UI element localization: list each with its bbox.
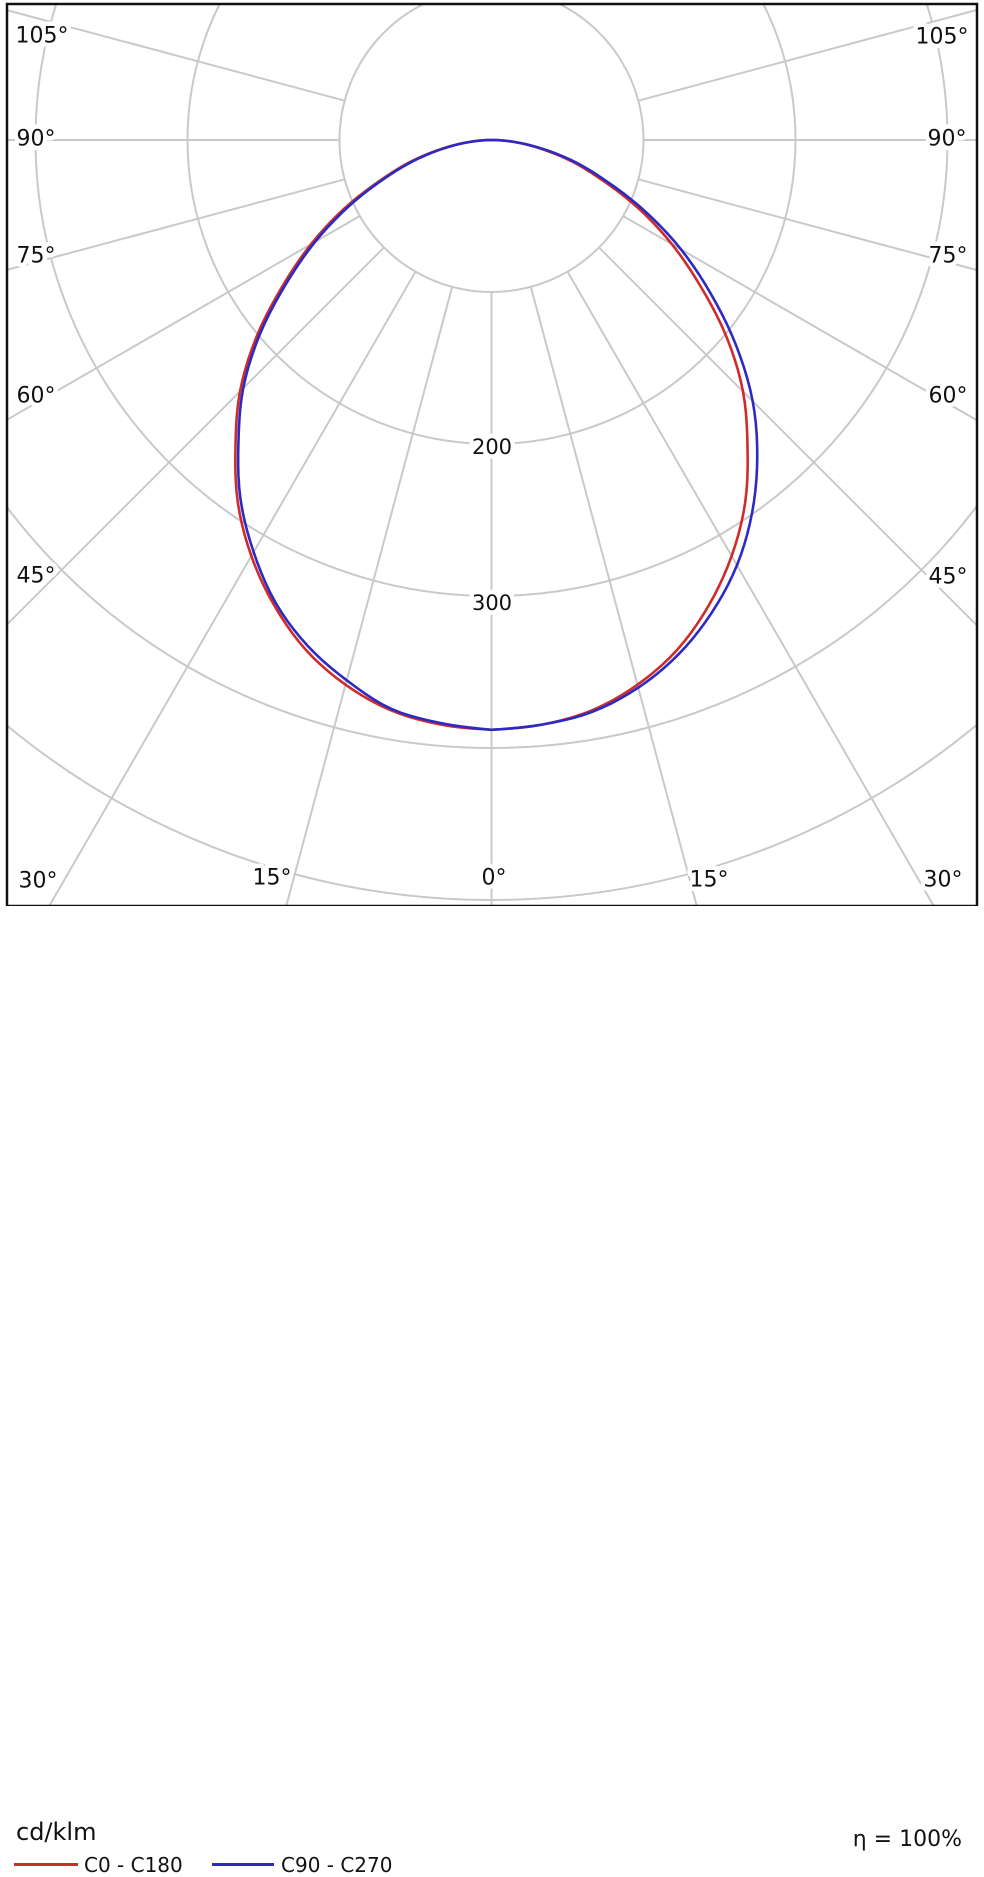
grid-radial-line bbox=[623, 216, 984, 840]
grid-radial-line bbox=[0, 0, 345, 101]
angle-tick-label: 105° bbox=[16, 24, 69, 49]
efficiency-label: η = 100% bbox=[853, 1827, 962, 1852]
polar-grid bbox=[0, 0, 984, 984]
angle-tick-label: 75° bbox=[17, 244, 56, 269]
legend-swatch-c90 bbox=[212, 1863, 274, 1866]
angle-tick-label: 15° bbox=[253, 866, 292, 891]
grid-radial-line bbox=[0, 179, 345, 502]
legend-area: cd/klm C0 - C180 C90 - C270 η = 100% bbox=[0, 906, 984, 984]
angle-tick-label: 90° bbox=[17, 127, 56, 152]
unit-label: cd/klm bbox=[16, 1818, 96, 1846]
angle-tick-label: 45° bbox=[17, 564, 56, 589]
angle-tick-label: 30° bbox=[924, 868, 963, 893]
angle-tick-label: 0° bbox=[482, 866, 507, 891]
angle-tick-label: 75° bbox=[929, 244, 968, 269]
grid-radial-line bbox=[0, 216, 360, 840]
legend-swatch-c0 bbox=[14, 1863, 78, 1866]
grid-radial-line bbox=[638, 0, 984, 101]
angle-tick-label: 60° bbox=[17, 384, 56, 409]
grid-radial-line bbox=[568, 272, 984, 984]
ring-value-label: 200 bbox=[472, 435, 512, 459]
angle-tick-label: 90° bbox=[928, 127, 967, 152]
ring-value-label: 300 bbox=[472, 591, 512, 615]
grid-ring bbox=[340, 0, 644, 292]
angle-tick-label: 30° bbox=[19, 869, 58, 894]
grid-radial-line bbox=[0, 247, 384, 984]
angle-tick-label: 45° bbox=[929, 565, 968, 590]
legend-label-c0: C0 - C180 bbox=[84, 1853, 183, 1877]
photometric-diagram: 105° 90° 75° 60° 45° 30° 15° 0° 15° 30° 45° 60° 75° 9… bbox=[0, 0, 984, 984]
polar-chart: 105° 90° 75° 60° 45° 30° 15° 0° 15° 30° 45° 60° 75° 9… bbox=[0, 0, 984, 984]
angle-tick-label: 60° bbox=[929, 384, 968, 409]
angle-tick-label: 105° bbox=[916, 25, 969, 50]
legend-label-c90: C90 - C270 bbox=[281, 1853, 392, 1877]
angle-tick-label: 15° bbox=[690, 868, 729, 893]
grid-radial-line bbox=[0, 272, 416, 984]
grid-radial-line bbox=[638, 179, 984, 502]
